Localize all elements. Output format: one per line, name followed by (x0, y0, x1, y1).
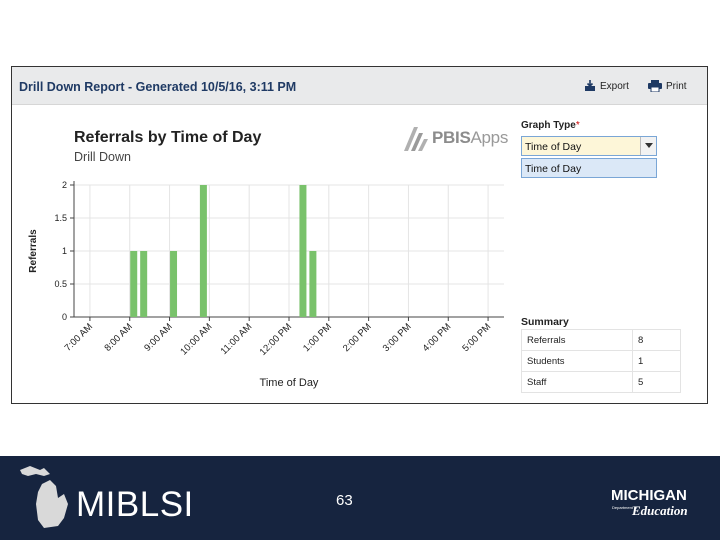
x-tick-label: 9:00 AM (142, 321, 174, 353)
pbisapps-logo: PBISApps (402, 123, 508, 153)
summary-value: 1 (632, 350, 681, 372)
michigan-map-icon (20, 466, 68, 528)
bar (170, 251, 178, 317)
bar (130, 251, 138, 317)
graph-type-label: Graph Type* (521, 120, 580, 131)
dropdown-option-time-of-day[interactable]: Time of Day (525, 163, 582, 175)
summary-label: Referrals (521, 329, 633, 351)
graph-type-dropdown-list: Time of Day (521, 158, 657, 178)
graph-type-selected-value: Time of Day (525, 141, 582, 153)
pbisapps-logo-text: PBISApps (432, 128, 509, 147)
x-tick-label: 3:00 PM (381, 321, 414, 354)
summary-table: Referrals 8 Students 1 Staff 5 (521, 329, 681, 393)
x-tick-label: 10:00 AM (178, 321, 214, 357)
print-label: Print (666, 80, 687, 92)
printer-icon (648, 80, 662, 92)
x-tick-label: 8:00 AM (102, 321, 134, 353)
x-tick-label: 5:00 PM (460, 321, 493, 354)
table-row: Students 1 (521, 350, 681, 372)
x-tick-label: 11:00 AM (219, 321, 255, 357)
referrals-chart: 0 0.5 1 1.5 2 7:00 AM 8:00 AM 9:00 AM 10:00 AM 11… (28, 180, 504, 389)
export-label: Export (600, 80, 629, 92)
y-tick-label: 0.5 (54, 279, 67, 289)
export-button[interactable]: Export (584, 80, 629, 92)
summary-value: 5 (632, 371, 681, 393)
report-title: Drill Down Report - Generated 10/5/16, 3… (19, 80, 297, 94)
graph-type-select[interactable]: Time of Day (521, 136, 657, 156)
bar (299, 185, 307, 317)
dropdown-toggle[interactable] (640, 137, 656, 155)
summary-label: Staff (521, 371, 633, 393)
report-header: Drill Down Report - Generated 10/5/16, 3… (12, 67, 707, 105)
y-axis-title: Referrals (28, 229, 39, 273)
chevron-down-icon (644, 143, 653, 148)
bar (309, 251, 317, 317)
export-icon (585, 80, 595, 91)
x-tick-label: 7:00 AM (63, 321, 95, 353)
x-tick-label: 12:00 PM (258, 321, 295, 358)
page-number: 63 (336, 492, 353, 509)
table-row: Referrals 8 (521, 329, 681, 351)
y-tick-label: 2 (62, 180, 67, 190)
bar (199, 185, 207, 317)
chart-subtitle: Drill Down (74, 150, 131, 164)
report-panel: Drill Down Report - Generated 10/5/16, 3… (11, 66, 708, 404)
table-row: Staff 5 (521, 371, 681, 393)
pbisapps-logo-icon (404, 127, 428, 151)
x-tick-label: 4:00 PM (421, 321, 454, 354)
bar (140, 251, 148, 317)
x-tick-label: 2:00 PM (341, 321, 374, 354)
summary-value: 8 (632, 329, 681, 351)
y-tick-label: 0 (62, 312, 67, 322)
miblsi-brand: MIBLSI (76, 485, 194, 524)
chart-title: Referrals by Time of Day (74, 129, 262, 146)
x-tick-label: 1:00 PM (301, 321, 334, 354)
summary-title: Summary (521, 316, 569, 328)
mde-logo-top: MICHIGAN (611, 487, 687, 504)
y-tick-label: 1.5 (54, 213, 67, 223)
x-axis-title: Time of Day (260, 377, 319, 389)
summary-label: Students (521, 350, 633, 372)
y-tick-label: 1 (62, 246, 67, 256)
mde-logo-small: Department of (612, 505, 638, 510)
mde-logo-bottom: Education (632, 503, 688, 518)
slide-footer: MIBLSI 63 MICHIGAN Department of Educati… (0, 456, 720, 540)
print-button[interactable]: Print (648, 80, 687, 92)
